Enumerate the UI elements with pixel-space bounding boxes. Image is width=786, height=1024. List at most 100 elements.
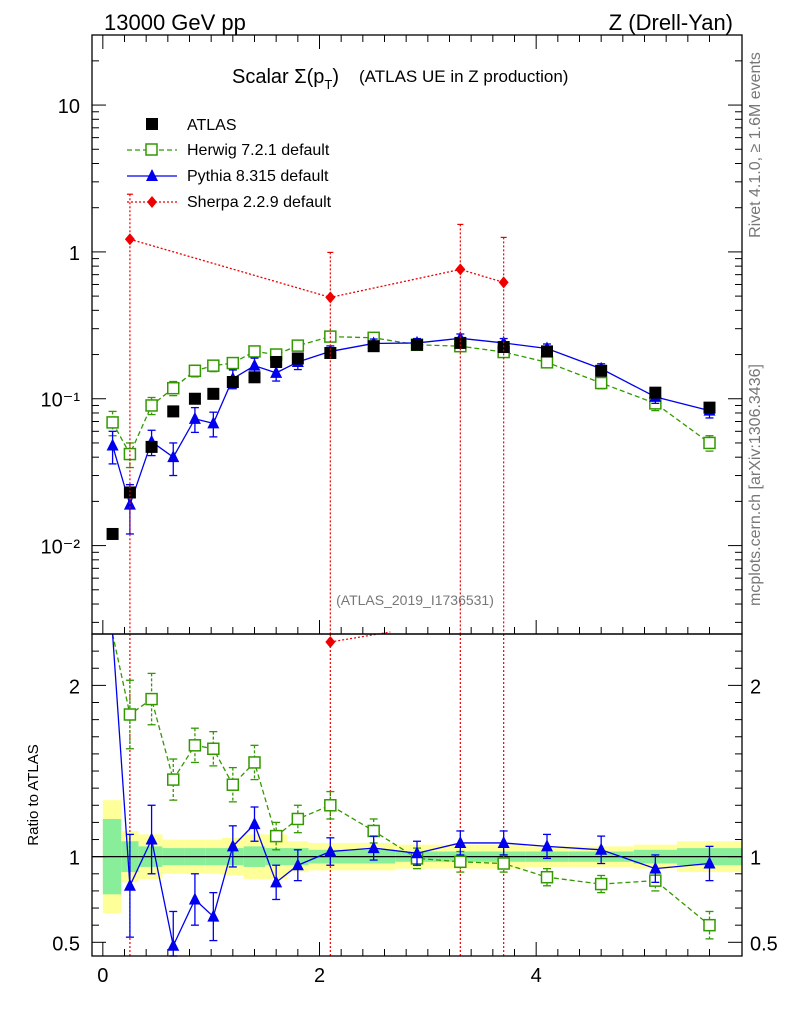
herwig-point — [145, 399, 158, 412]
sherpa-point — [498, 276, 509, 289]
herwig-point — [106, 416, 119, 429]
pythia-ratio-point — [367, 841, 380, 854]
header-left: 13000 GeV pp — [104, 10, 246, 35]
legend-sherpa-label: Sherpa 2.2.9 default — [187, 194, 332, 211]
herwig-point — [540, 356, 554, 369]
y-tick-label-ratio: 0.5 — [52, 933, 80, 955]
herwig-ratio-point — [497, 857, 510, 870]
herwig-ratio-point — [167, 773, 180, 786]
header-right: Z (Drell-Yan) — [609, 10, 733, 35]
pythia-point — [270, 365, 283, 378]
sherpa-point — [325, 291, 336, 304]
sherpa-point — [124, 233, 135, 246]
atlas-point — [248, 371, 261, 384]
y-tick-label-top: 1 — [69, 243, 80, 265]
pythia-point — [207, 416, 220, 429]
atlas-point — [270, 355, 283, 368]
title-close: ) — [332, 66, 339, 88]
herwig-point — [226, 356, 240, 370]
pythia-ratio-point — [167, 938, 180, 951]
pythia-ratio-point — [291, 858, 304, 871]
pythia-ratio-line — [111, 633, 710, 948]
pythia-ratio-point — [649, 861, 662, 874]
herwig-ratio-point — [367, 824, 380, 838]
atlas-point — [188, 392, 201, 405]
herwig-point — [594, 376, 608, 390]
herwig-ratio-point — [324, 799, 337, 812]
pythia-point — [188, 411, 201, 424]
herwig-ratio-point — [269, 829, 283, 843]
ratio-ylabel: Ratio to ATLAS — [25, 744, 42, 845]
legend-atlas-marker — [146, 118, 158, 130]
pythia-point — [167, 450, 180, 463]
x-tick-label: 4 — [531, 965, 542, 987]
herwig-ratio-point — [248, 756, 261, 769]
pythia-ratio-point — [411, 846, 423, 859]
pythia-point — [106, 438, 119, 451]
y-tick-label-ratio-right: 1 — [750, 848, 761, 870]
pythia-ratio-point — [595, 842, 608, 855]
legend-herwig-label: Herwig 7.2.1 default — [187, 142, 330, 159]
pythia-point — [248, 358, 261, 371]
herwig-ratio-point — [123, 708, 137, 721]
atlas-point — [207, 387, 220, 400]
title-main: Scalar Σ(p — [232, 66, 324, 88]
pythia-ratio-point — [207, 909, 220, 922]
pythia-ratio-point — [248, 817, 261, 830]
pythia-ratio-point — [123, 878, 136, 891]
y-tick-label-ratio-right: 2 — [750, 676, 761, 698]
ratio-plot-frame — [91, 633, 743, 957]
pythia-ratio-point — [270, 875, 283, 888]
x-tick-label: 0 — [97, 965, 108, 987]
herwig-ratio-point — [594, 877, 608, 891]
pythia-line — [111, 337, 710, 507]
pythia-ratio-point — [497, 835, 510, 848]
atlas-point — [454, 336, 467, 349]
title-extra: (ATLAS UE in Z production) — [359, 67, 568, 86]
legend-pythia-marker — [146, 169, 158, 181]
herwig-ratio-point — [188, 739, 202, 752]
legend-sherpa-marker — [147, 196, 157, 208]
sherpa-line — [129, 238, 504, 299]
herwig-point — [703, 436, 716, 450]
title-sub: T — [324, 77, 332, 92]
pythia-ratio-point — [324, 844, 337, 857]
legend-atlas-label: ATLAS — [187, 117, 237, 134]
atlas-point — [145, 440, 158, 453]
herwig-point — [207, 359, 220, 372]
y-tick-label-top: 10⁻² — [41, 537, 81, 559]
atlas-point — [167, 405, 180, 418]
mcplots-label: mcplots.cern.ch [arXiv:1306.3436] — [747, 364, 764, 606]
herwig-point — [188, 364, 202, 378]
atlas-point — [226, 376, 239, 389]
legend: ATLAS Herwig 7.2.1 default Pythia 8.315 … — [127, 117, 332, 211]
pythia-ratio-point — [226, 839, 239, 852]
y-tick-label-top: 10⁻¹ — [41, 390, 81, 412]
legend-pythia-label: Pythia 8.315 default — [187, 168, 329, 185]
herwig-ratio-point — [145, 692, 158, 706]
pythia-ratio-point — [454, 835, 467, 848]
herwig-point — [123, 447, 137, 461]
herwig-ratio-point — [291, 812, 305, 826]
sherpa-point — [455, 263, 466, 276]
legend-herwig-marker — [145, 143, 158, 156]
atlas-point — [595, 364, 608, 377]
atlas-point — [367, 340, 380, 353]
pythia-ratio-point — [703, 856, 716, 869]
atlas-point — [106, 527, 119, 540]
data-series — [106, 193, 716, 957]
rivet-label: Rivet 4.1.0, ≥ 1.6M events — [747, 52, 764, 238]
y-tick-label-top: 10 — [58, 96, 80, 118]
axes-ticks: 0 2 4 10 1 10⁻¹ 10⁻² 2 2 1 1 0.5 0.5 — [41, 34, 778, 987]
atlas-point — [411, 338, 423, 351]
x-tick-label: 2 — [314, 965, 325, 987]
y-tick-label-ratio: 2 — [69, 676, 80, 698]
atlas-point — [649, 386, 662, 399]
plot-title: Scalar Σ(pT) — [232, 66, 339, 92]
pythia-ratio-point — [541, 839, 553, 852]
pythia-ratio-point — [145, 832, 158, 845]
atlas-point — [703, 401, 716, 414]
atlas-point — [291, 352, 304, 365]
atlas-point — [123, 486, 136, 499]
herwig-point — [248, 345, 261, 358]
